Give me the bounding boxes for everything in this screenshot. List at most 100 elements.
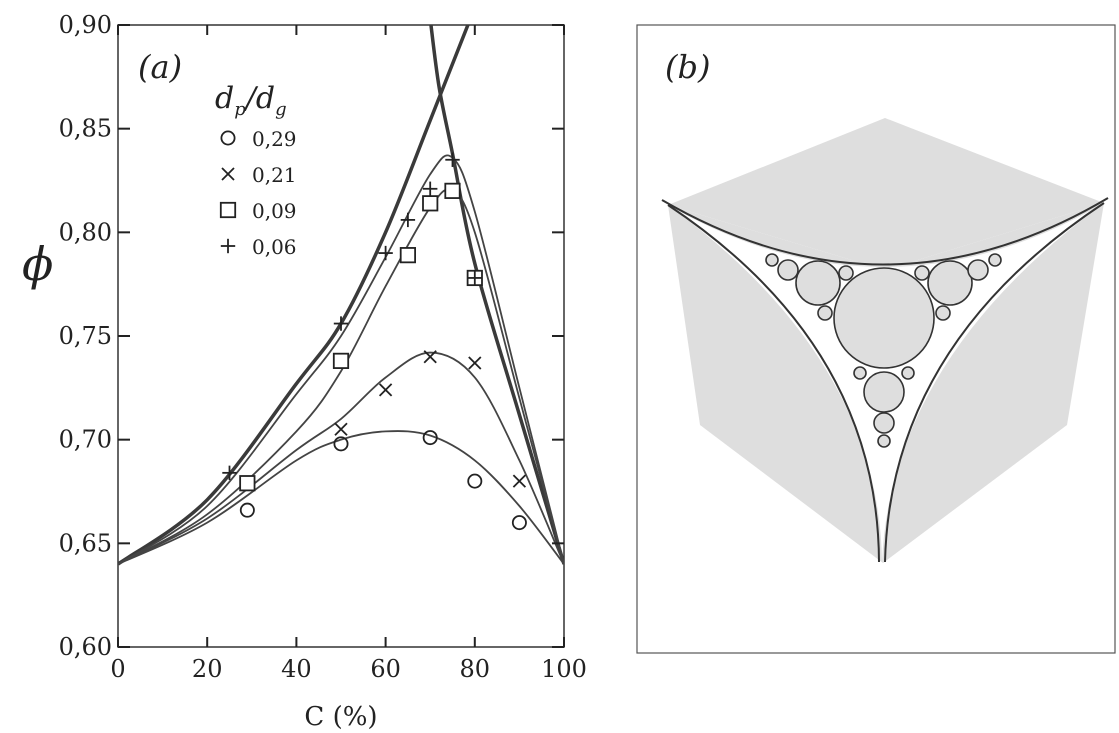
grain-circle [873, 412, 895, 434]
y-axis-label: ϕ [22, 237, 53, 291]
marker-circle [333, 436, 349, 452]
grain-circle [817, 305, 833, 321]
data-point [445, 152, 460, 167]
marker-square [422, 195, 439, 212]
small-grains [765, 253, 1002, 448]
panel-a-chart: 0 20 40 60 80 100 0,60 0,65 0,70 0,75 0,80 0,85 0,90… [22, 11, 587, 732]
x-tick-label: 60 [370, 655, 401, 683]
marker-cross-b [221, 167, 235, 181]
y-tick-label: 0,70 [59, 426, 112, 454]
marker-cross-b [468, 356, 482, 370]
data-point [332, 352, 350, 369]
data-point [219, 201, 237, 219]
legend-label: 0,06 [252, 235, 297, 259]
grain-circle [795, 260, 841, 306]
legend: dp/dg 0,29 0,21 0,09 0,06 [215, 81, 297, 259]
y-tick-label: 0,90 [59, 11, 112, 39]
grain-boundary-right [884, 202, 1105, 563]
plot-content [118, 25, 564, 566]
marker-circle [467, 473, 483, 489]
panel-b-frame [636, 24, 1116, 654]
legend-label: 0,29 [252, 127, 297, 151]
data-point [221, 167, 235, 181]
legend-items: 0,29 0,21 0,09 0,06 [219, 127, 297, 259]
data-point [512, 474, 527, 488]
cube-top-face [668, 118, 1104, 270]
data-point [423, 181, 438, 196]
data-point [378, 245, 393, 261]
data-point [333, 316, 349, 331]
marker-square [444, 182, 461, 199]
x-tick-label: 80 [460, 655, 491, 683]
legend-label: 0,09 [252, 199, 297, 223]
data-point [422, 430, 438, 446]
data-point [239, 475, 256, 492]
marker-circle [239, 502, 255, 518]
data-point [444, 182, 461, 199]
data-point [334, 422, 348, 436]
grain-circle [988, 253, 1002, 267]
grain-circle [914, 265, 930, 281]
envelope-line [429, 25, 564, 565]
data-point [423, 350, 437, 364]
x-tick-label: 20 [192, 655, 223, 683]
fit-curve [118, 430, 564, 565]
marker-circle [511, 515, 527, 531]
plot-clipped [118, 25, 564, 566]
legend-title: dp/dg [215, 81, 287, 120]
data-point [467, 270, 482, 286]
y-tick-label: 0,65 [59, 529, 112, 557]
data-point [422, 195, 439, 212]
grain-boundary-top [661, 197, 1109, 266]
x-tick-label: 40 [281, 655, 312, 683]
x-tick-label: 0 [110, 655, 125, 683]
data-point [511, 515, 527, 531]
grain-circle [777, 259, 799, 281]
marker-square [219, 201, 237, 219]
fit-curve [118, 188, 564, 565]
envelope-line [118, 25, 470, 566]
fit-curve [118, 351, 564, 565]
panel-b-diagram: (b) [636, 24, 1116, 654]
packing-cube-illustration [661, 118, 1109, 563]
grain-circle [967, 259, 989, 281]
marker-square [399, 247, 417, 264]
marker-cross-b [423, 350, 437, 364]
x-tick-label: 100 [541, 655, 587, 683]
axis-ticks: 0 20 40 60 80 100 0,60 0,65 0,70 0,75 0,80 0,85 0,90 [59, 11, 587, 683]
data-point [399, 247, 417, 264]
marker-circle [220, 130, 236, 146]
grain-boundary-left [667, 204, 880, 563]
data-point [333, 436, 349, 452]
grain-circle [765, 253, 779, 267]
marker-cross-b [334, 422, 348, 436]
fit-curve [118, 154, 564, 565]
data-point [400, 212, 416, 228]
data-point [222, 465, 237, 481]
grain-circle [935, 305, 951, 321]
marker-square [239, 475, 256, 492]
grain-circle [833, 267, 935, 369]
data-point [468, 356, 482, 370]
marker-circle [422, 430, 438, 446]
data-point [239, 502, 255, 518]
panel-b-label: (b) [665, 48, 710, 86]
legend-label: 0,21 [252, 163, 297, 187]
grain-circle [838, 265, 854, 281]
grain-circle [877, 434, 891, 448]
marker-square [332, 352, 350, 369]
marker-cross-b [378, 383, 393, 397]
data-point [378, 383, 393, 397]
data-point [467, 473, 483, 489]
y-tick-label: 0,80 [59, 218, 112, 246]
marker-cross-b [512, 474, 527, 488]
grain-circle [863, 371, 905, 413]
y-tick-label: 0,75 [59, 322, 112, 350]
data-point [220, 238, 236, 254]
grain-circle [901, 366, 915, 380]
y-tick-label: 0,85 [59, 115, 112, 143]
x-axis-label: C (%) [304, 702, 377, 732]
grain-circle [853, 366, 867, 380]
y-tick-label: 0,60 [59, 633, 112, 661]
